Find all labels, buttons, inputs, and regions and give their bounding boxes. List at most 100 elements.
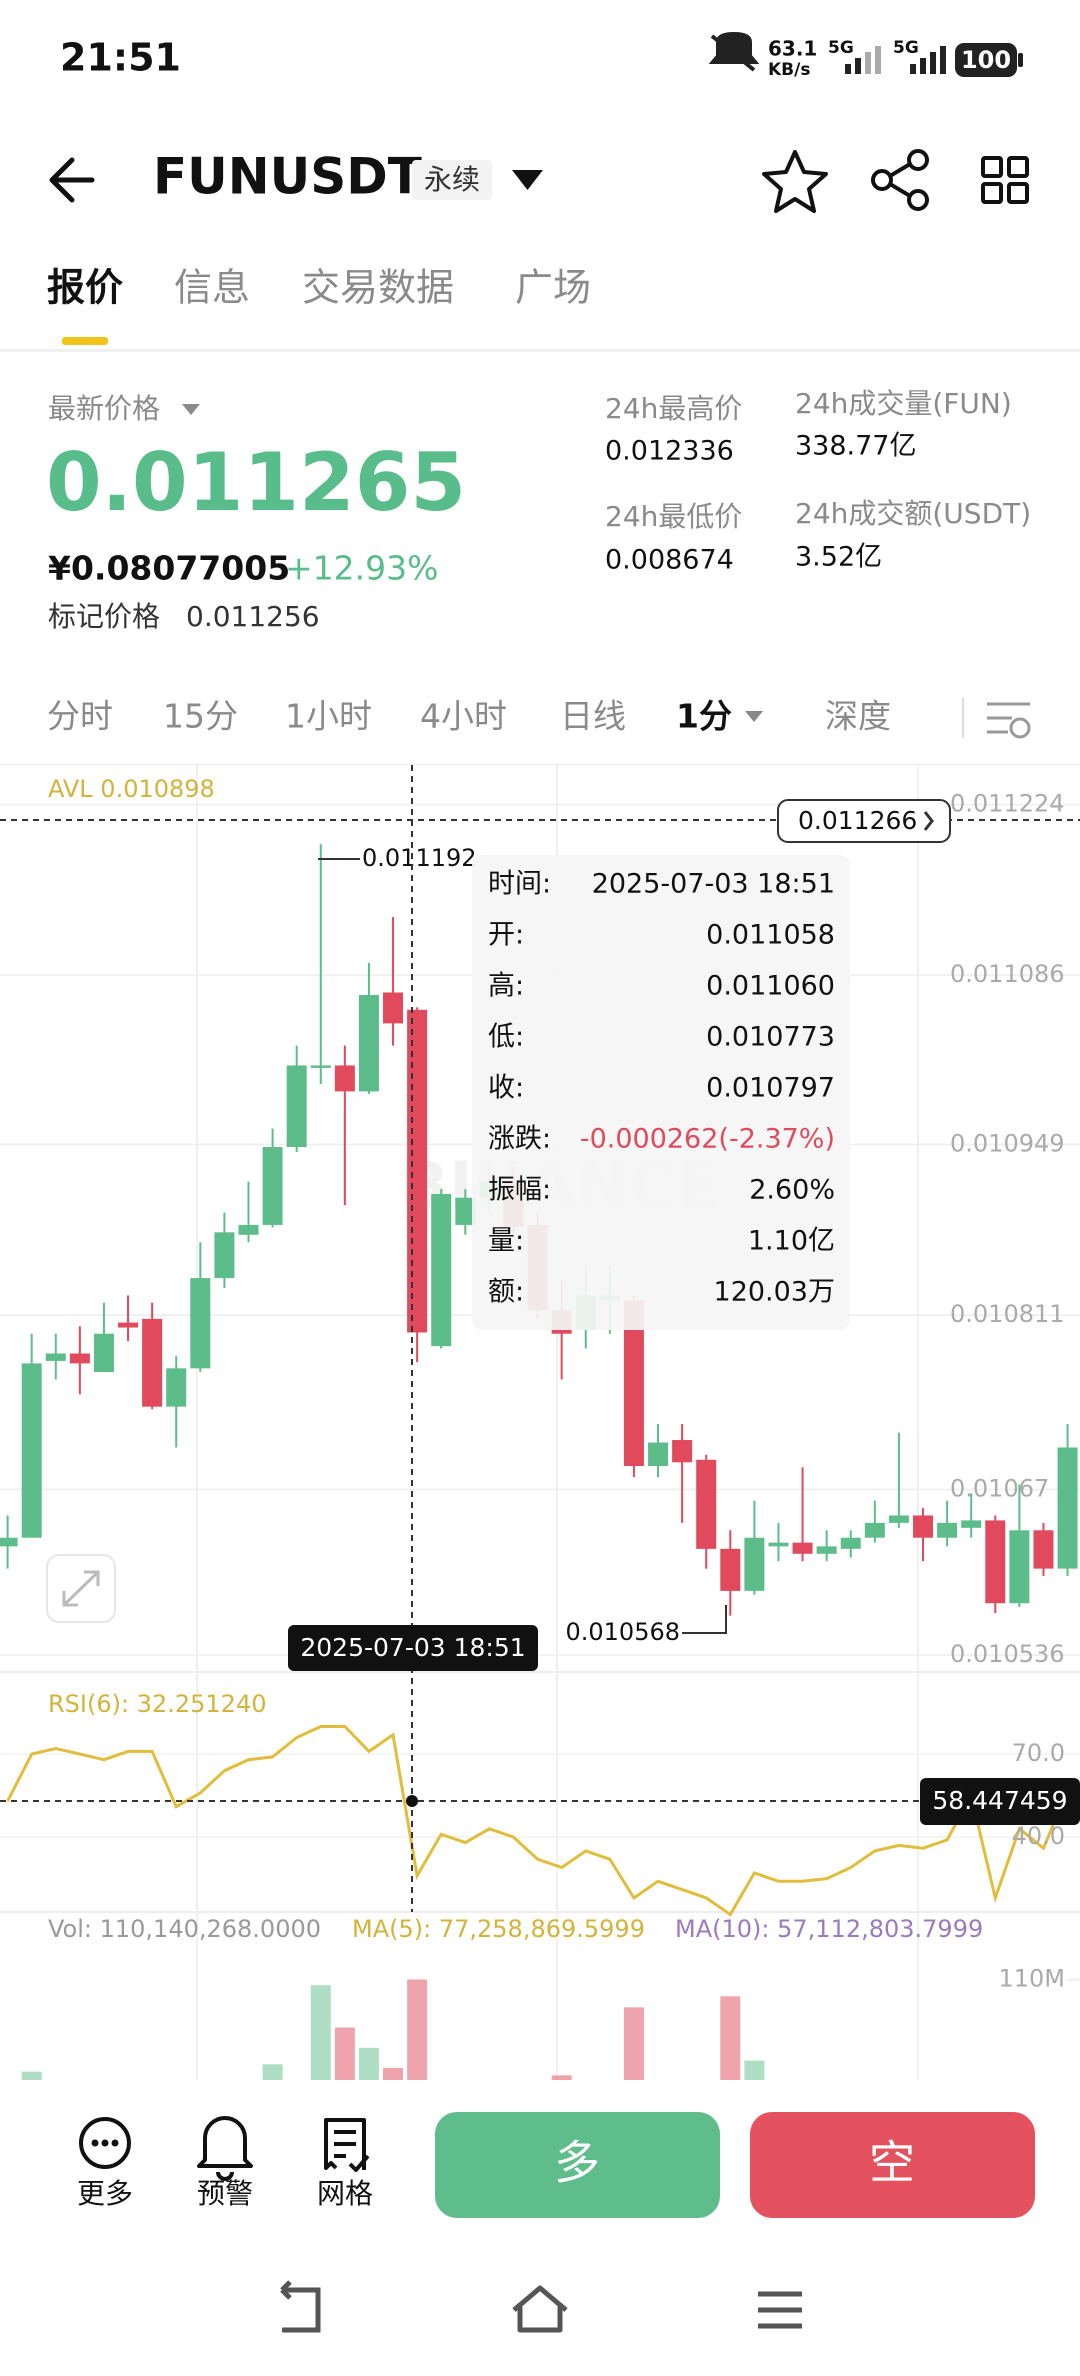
volume-bar [262, 2064, 283, 2080]
candle-body [45, 1353, 66, 1361]
candle-body [840, 1537, 861, 1549]
candle-body [69, 1353, 90, 1364]
tooltip-label: 时间: [488, 869, 551, 900]
avl-label: AVL 0.010898 [48, 775, 215, 803]
more-button[interactable] [79, 2117, 131, 2169]
symbol-dropdown[interactable] [512, 170, 543, 190]
crosshair-dot [406, 1795, 418, 1807]
battery-tip [1018, 53, 1023, 67]
favorite-button[interactable] [762, 150, 828, 213]
volume-bar [551, 2075, 572, 2080]
cny-price: ¥0.08077005 [48, 549, 290, 588]
candle-body [1009, 1530, 1030, 1604]
candle-body [985, 1520, 1006, 1604]
low-label: 0.010568 [565, 1618, 680, 1646]
volume-bar [358, 2047, 379, 2080]
candle-body [864, 1522, 885, 1538]
rsi-cursor-label: 58.447459 [932, 1786, 1067, 1815]
interval[interactable]: 分时 [47, 697, 113, 736]
stat-label: 24h成交量(FUN) [795, 387, 1012, 420]
interval[interactable]: 4小时 [420, 697, 507, 736]
interval[interactable]: 1小时 [285, 697, 372, 736]
interval[interactable]: 15分 [163, 697, 238, 736]
interval[interactable]: 日线 [560, 697, 626, 736]
long-button[interactable] [435, 2112, 720, 2218]
interval[interactable]: 深度 [825, 697, 891, 736]
tooltip-value: 2025-07-03 18:51 [592, 869, 835, 900]
tooltip-label: 量: [488, 1226, 524, 1257]
tooltip-label: 额: [488, 1277, 524, 1308]
share-button[interactable] [871, 149, 929, 211]
status-time: 21:51 [60, 36, 181, 80]
nav-home[interactable] [512, 2285, 568, 2333]
volume-bar [334, 2027, 355, 2080]
candle-body [286, 1065, 307, 1148]
back-button[interactable] [49, 157, 95, 203]
last-price-dropdown[interactable] [182, 404, 200, 415]
tab[interactable]: 广场 [515, 266, 591, 310]
mark-price-label: 标记价格 [48, 600, 160, 633]
rsi-cursor-box [920, 1778, 1080, 1825]
stat-label: 24h成交额(USDT) [795, 497, 1031, 530]
volume-bar [623, 2007, 644, 2080]
candle-body [214, 1232, 235, 1279]
current-price-box[interactable] [777, 799, 951, 843]
y-tick-label: 0.011086 [950, 960, 1065, 988]
price-change: +12.93% [285, 549, 438, 588]
chart-settings[interactable] [987, 702, 1031, 739]
tab-indicator [62, 337, 108, 345]
y-tick-label: 70.0 [1012, 1739, 1065, 1767]
fullscreen-icon [62, 1570, 100, 1607]
tooltip-value: 120.03万 [714, 1277, 835, 1308]
volume-bar [383, 2068, 404, 2080]
net-speed: 63.1 [768, 37, 817, 61]
high-label: 0.011192 [362, 844, 477, 872]
y-tick-label: 0.010536 [950, 1640, 1065, 1668]
interval[interactable]: 1分 [676, 697, 732, 736]
tab[interactable]: 报价 [47, 266, 123, 310]
y-tick-label: 0.01067 [950, 1474, 1049, 1502]
stat-label: 24h最高价 [605, 392, 742, 425]
candle-body [1057, 1447, 1078, 1569]
alert-button[interactable] [197, 2116, 253, 2181]
short-button[interactable] [750, 2112, 1035, 2218]
signal-2 [910, 46, 946, 74]
rsi-title: RSI(6): 32.251240 [48, 1690, 266, 1718]
network-1: 5G [828, 38, 854, 58]
stat-value: 338.77亿 [795, 431, 916, 462]
candle-body [937, 1522, 958, 1538]
candle-body [744, 1537, 765, 1591]
mute-icon [708, 31, 760, 72]
nav-back[interactable] [280, 2280, 321, 2333]
battery-level: 100 [961, 46, 1011, 74]
nav-menu[interactable] [758, 2291, 802, 2329]
stat-label: 24h最低价 [605, 500, 742, 533]
volume-bar [21, 2071, 42, 2080]
tab[interactable]: 信息 [174, 266, 250, 310]
candle-body [455, 1197, 476, 1225]
tooltip-value: 0.011060 [706, 971, 835, 1002]
tooltip-label: 收: [488, 1073, 524, 1104]
chart-border [0, 764, 1080, 765]
battery [955, 43, 1017, 77]
tooltip-label: 低: [488, 1022, 524, 1053]
net-speed-unit: KB/s [768, 60, 810, 80]
tab[interactable]: 交易数据 [302, 266, 454, 310]
y-tick-label: 110M [998, 1965, 1065, 1993]
y-tick-label: 0.010811 [950, 1300, 1065, 1328]
candle-body [768, 1542, 789, 1547]
tooltip-value: 0.010773 [706, 1022, 835, 1053]
tooltip-value: 0.010797 [706, 1073, 835, 1104]
candle-body [431, 1194, 452, 1347]
candle-body [93, 1333, 114, 1373]
tooltip-value: -0.000262(-2.37%) [580, 1124, 835, 1155]
volume-bar [744, 2060, 765, 2080]
crosshair-time: 2025-07-03 18:51 [300, 1633, 525, 1662]
candle-body [238, 1224, 259, 1235]
grid-button[interactable] [324, 2118, 370, 2172]
signal-1 [845, 46, 881, 74]
tooltip-label: 振幅: [488, 1175, 551, 1206]
interval-dropdown[interactable] [745, 711, 763, 722]
candle-body [118, 1322, 139, 1328]
layout-button[interactable] [981, 156, 1029, 204]
